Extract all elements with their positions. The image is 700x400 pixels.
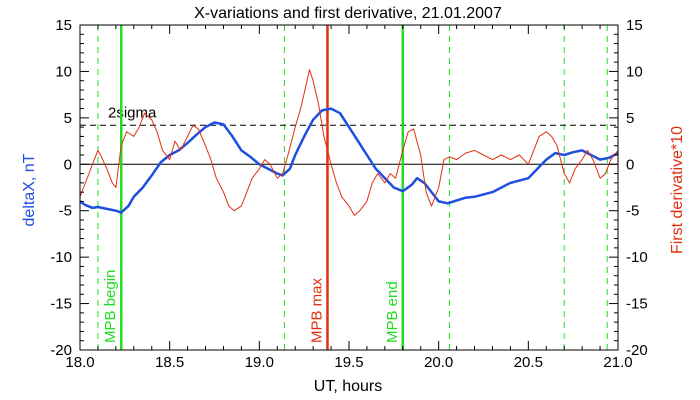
x-axis-label: UT, hours — [314, 378, 382, 395]
x-tick-label-1: 18.5 — [155, 354, 184, 371]
y-axis-label-right: First derivative*10 — [669, 126, 686, 254]
y-tick-label-right-1: -15 — [626, 296, 648, 313]
y-tick-label-left-2: -10 — [50, 249, 72, 266]
marker-label-1: MPB max — [308, 277, 325, 343]
x-tick-label-6: 21.0 — [603, 354, 632, 371]
y-tick-label-left-7: 15 — [55, 17, 72, 34]
marker-label-2: MPB end — [384, 281, 401, 343]
x-tick-label-2: 19.0 — [245, 354, 274, 371]
y-axis-label-left: deltaX, nT — [21, 153, 38, 226]
y-tick-label-left-4: 0 — [64, 156, 72, 173]
threshold-label: 2sigma — [108, 104, 157, 121]
series-deltaX — [79, 107, 619, 214]
y-tick-label-right-2: -10 — [626, 249, 648, 266]
y-tick-label-right-7: 15 — [626, 17, 643, 34]
plot-frame — [79, 24, 619, 351]
x-tick-label-4: 20.0 — [424, 354, 453, 371]
y-tick-label-left-1: -15 — [50, 296, 72, 313]
x-tick-label-5: 20.5 — [514, 354, 543, 371]
y-tick-label-right-0: -20 — [626, 342, 648, 359]
y-tick-label-left-6: 10 — [55, 63, 72, 80]
series-derivative — [79, 69, 619, 216]
y-tick-label-right-5: 5 — [626, 110, 634, 127]
x-tick-label-3: 19.5 — [334, 354, 363, 371]
x-tick-label-0: 18.0 — [65, 354, 94, 371]
marker-label-0: MPB begin — [102, 270, 119, 343]
y-tick-label-right-4: 0 — [626, 156, 634, 173]
y-tick-label-left-5: 5 — [64, 110, 72, 127]
y-tick-label-left-3: -5 — [59, 203, 72, 220]
chart-title: X-variations and first derivative, 21.01… — [194, 5, 502, 22]
y-tick-label-right-6: 10 — [626, 63, 643, 80]
plot-area: 2sigma MPB begin MPB max MPB end -20 -20 -15 -1… — [50, 17, 647, 371]
y-tick-label-right-3: -5 — [626, 203, 639, 220]
y-tick-label-left-0: -20 — [50, 342, 72, 359]
